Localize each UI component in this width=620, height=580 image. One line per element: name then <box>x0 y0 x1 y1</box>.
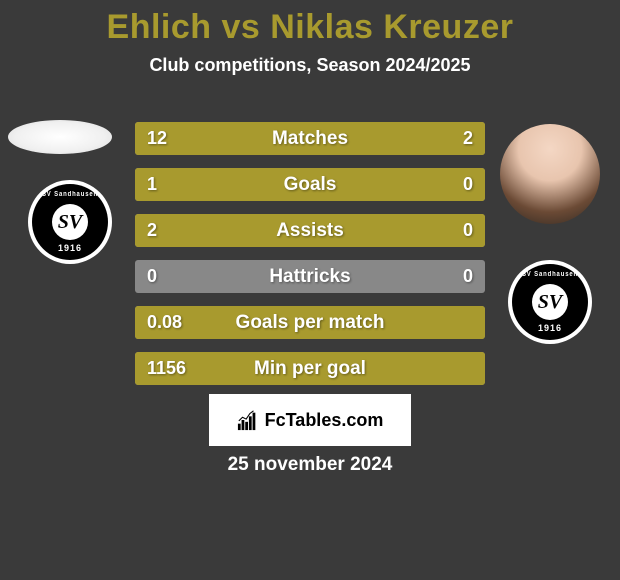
stat-row: 00Hattricks <box>135 260 485 293</box>
club-badge-left: SV Sandhausen SV 1916 <box>28 180 112 264</box>
badge-right-club: SV Sandhausen <box>518 271 583 278</box>
branding-text: FcTables.com <box>265 410 384 431</box>
stat-label: Min per goal <box>135 352 485 385</box>
stat-row: 122Matches <box>135 122 485 155</box>
badge-right-year: 1916 <box>512 323 588 333</box>
stat-label: Goals per match <box>135 306 485 339</box>
stats-bars: 122Matches 10Goals 20Assists 00Hattricks 0.0… <box>135 122 485 398</box>
stat-row: 10Goals <box>135 168 485 201</box>
badge-left-year: 1916 <box>32 243 108 253</box>
badge-left-club: SV Sandhausen <box>38 191 103 198</box>
stat-label: Assists <box>135 214 485 247</box>
stat-row: 1156Min per goal <box>135 352 485 385</box>
stat-label: Matches <box>135 122 485 155</box>
branding-box: FcTables.com <box>209 394 411 446</box>
stat-label: Goals <box>135 168 485 201</box>
stat-label: Hattricks <box>135 260 485 293</box>
player-photo-left <box>8 120 112 154</box>
fctables-logo-icon <box>237 409 259 431</box>
stat-row: 0.08Goals per match <box>135 306 485 339</box>
stat-row: 20Assists <box>135 214 485 247</box>
badge-left-sv: SV <box>58 213 82 231</box>
subtitle: Club competitions, Season 2024/2025 <box>0 55 620 76</box>
page-title: Ehlich vs Niklas Kreuzer <box>0 0 620 47</box>
badge-right-sv: SV <box>538 293 562 311</box>
date-label: 25 november 2024 <box>0 454 620 476</box>
club-badge-right: SV Sandhausen SV 1916 <box>508 260 592 344</box>
player-photo-right <box>500 124 600 224</box>
